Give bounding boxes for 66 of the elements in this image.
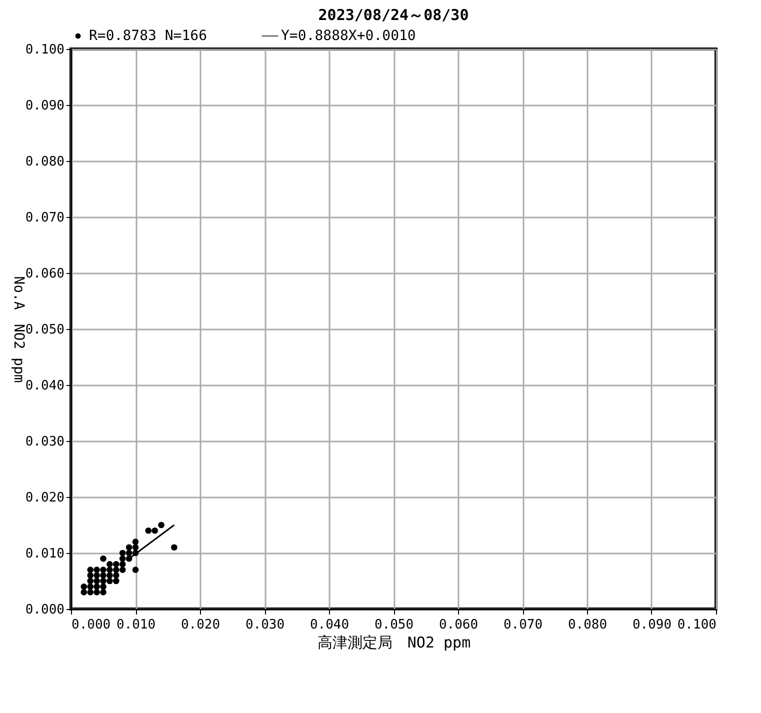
point <box>100 572 106 579</box>
point <box>87 578 94 584</box>
point <box>158 522 164 528</box>
point <box>87 583 94 590</box>
x-tick-label: 0.020 <box>180 618 220 632</box>
point <box>94 572 100 579</box>
x-tick-label: 0.000 <box>72 618 111 632</box>
point <box>100 578 106 584</box>
point <box>171 544 178 551</box>
point <box>119 555 126 562</box>
point <box>126 544 132 551</box>
y-tick-label: 0.040 <box>25 378 64 394</box>
point <box>94 589 100 596</box>
point <box>112 578 120 584</box>
point <box>119 561 126 568</box>
point <box>87 566 94 573</box>
point <box>132 538 139 545</box>
point <box>94 566 100 573</box>
point <box>94 578 100 584</box>
x-tick-label: 0.030 <box>245 618 285 632</box>
y-tick-label: 0.010 <box>25 546 64 562</box>
point <box>87 572 94 579</box>
y-tick-label: 0.100 <box>25 42 64 58</box>
x-tick-label: 0.070 <box>503 618 543 632</box>
point <box>132 544 139 551</box>
point <box>100 566 106 573</box>
x-tick-label: 0.010 <box>116 618 156 632</box>
point <box>126 550 132 556</box>
y-tick-label: 0.020 <box>25 490 64 506</box>
point <box>106 572 113 579</box>
y-axis-title: No.A NO2 ppm <box>10 276 26 383</box>
point <box>80 589 88 596</box>
legend-label: R=0.8783 N=166 <box>89 28 208 44</box>
point <box>100 589 106 596</box>
point <box>106 578 113 584</box>
point <box>106 566 113 573</box>
point <box>106 561 113 568</box>
point <box>112 566 120 573</box>
y-tick-label: 0.090 <box>25 98 64 114</box>
y-tick-label: 0.080 <box>25 154 64 170</box>
point <box>100 555 106 562</box>
y-tick-label: 0.060 <box>25 266 64 282</box>
point <box>94 583 100 590</box>
x-tick-label: 0.060 <box>438 618 478 632</box>
y-tick-label: 0.000 <box>25 602 64 618</box>
point <box>145 527 152 534</box>
x-tick-label: 0.100 <box>677 618 716 632</box>
point <box>112 572 120 579</box>
point <box>87 589 94 596</box>
x-tick-label: 0.040 <box>310 618 350 632</box>
x-tick-label: 0.050 <box>374 618 414 632</box>
x-axis-title: 高津測定局 NO2 ppm <box>317 634 471 652</box>
point <box>112 561 120 568</box>
point <box>119 566 126 573</box>
x-tick-label: 0.080 <box>568 618 608 632</box>
point <box>152 527 158 534</box>
x-tick-label: 0.090 <box>632 618 672 632</box>
y-tick-label: 0.070 <box>25 210 64 226</box>
y-tick-label: 0.050 <box>25 322 64 338</box>
point <box>100 583 106 590</box>
y-tick-label: 0.030 <box>25 434 64 450</box>
point <box>132 566 139 573</box>
chart-title: 2023/08/24～08/30 <box>318 6 469 24</box>
point <box>80 583 88 590</box>
legend-label: Y=0.8888X+0.0010 <box>281 28 416 44</box>
point <box>119 550 126 556</box>
